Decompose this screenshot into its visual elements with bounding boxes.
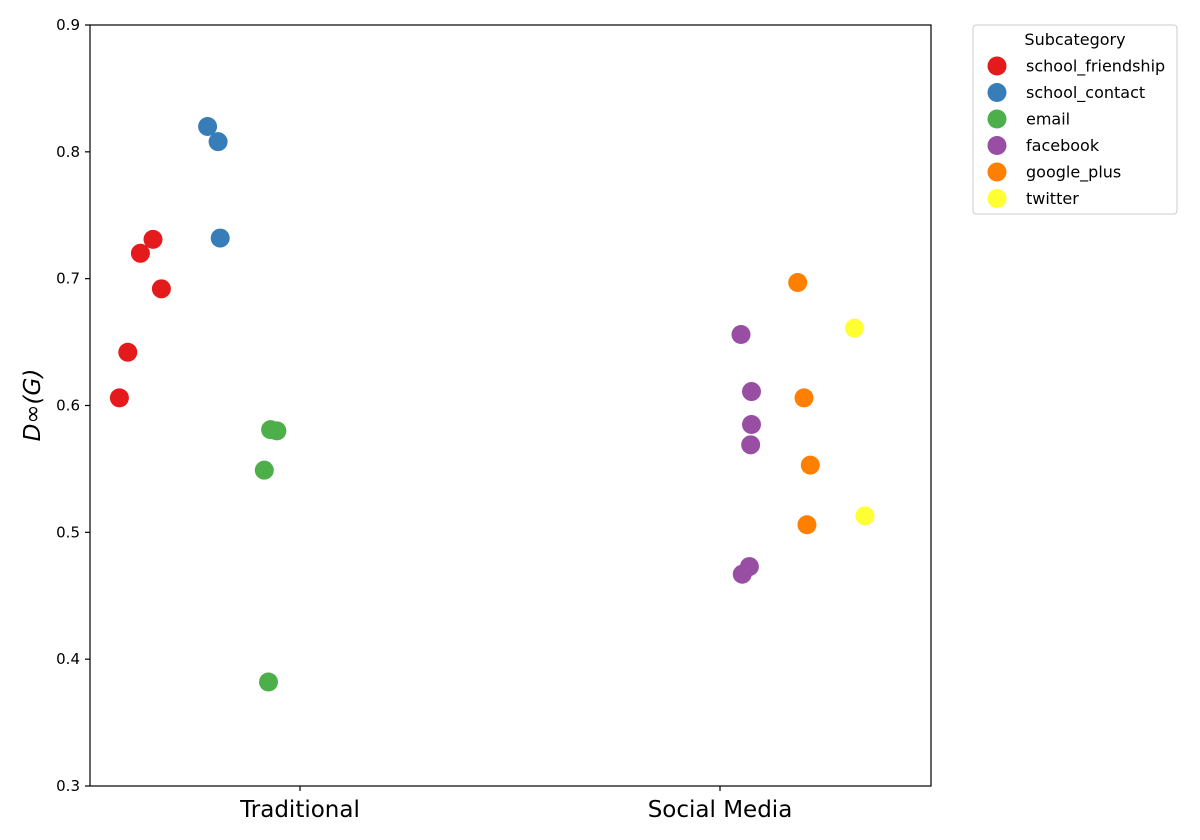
legend-label: school_contact xyxy=(1026,83,1145,103)
legend-marker-google_plus xyxy=(987,162,1007,182)
legend-label: email xyxy=(1026,110,1070,129)
data-point-twitter xyxy=(844,318,864,338)
data-point-email xyxy=(259,672,278,692)
legend-title: Subcategory xyxy=(1024,30,1125,49)
data-point-google_plus xyxy=(788,272,808,292)
plot-background xyxy=(90,25,931,786)
data-point-school_friendship xyxy=(118,342,138,362)
y-tick-label: 0.6 xyxy=(56,397,80,415)
data-point-school_contact xyxy=(210,228,230,248)
y-tick-label: 0.8 xyxy=(56,143,80,161)
legend-label: facebook xyxy=(1026,136,1100,155)
x-axis: Traditional Social Media xyxy=(239,786,792,823)
legend-marker-school_contact xyxy=(987,83,1007,102)
legend-label: school_friendship xyxy=(1026,57,1165,77)
data-point-facebook xyxy=(742,382,761,402)
legend-marker-email xyxy=(987,109,1007,129)
data-point-email xyxy=(267,421,287,441)
y-tick-label: 0.3 xyxy=(56,777,80,795)
data-point-facebook xyxy=(732,564,752,584)
y-tick-label: 0.4 xyxy=(56,650,80,668)
data-point-school_friendship xyxy=(130,243,150,263)
data-point-facebook xyxy=(731,324,751,344)
x-tick-label: Traditional xyxy=(239,797,360,823)
legend-label: google_plus xyxy=(1026,163,1121,183)
data-point-school_friendship xyxy=(151,279,171,299)
legend-frame xyxy=(972,24,1178,215)
legend-marker-school_friendship xyxy=(987,56,1007,76)
legend-label: twitter xyxy=(1026,189,1079,208)
y-axis: 0.3 0.4 0.5 0.6 0.7 0.8 0.9 xyxy=(56,16,90,795)
legend-marker-facebook xyxy=(987,136,1007,155)
data-point-school_friendship xyxy=(109,388,129,408)
data-point-facebook xyxy=(741,435,761,455)
data-point-school_contact xyxy=(198,116,218,136)
data-point-twitter xyxy=(855,506,875,526)
data-point-google_plus xyxy=(797,515,817,535)
data-point-school_contact xyxy=(208,132,228,152)
data-point-facebook xyxy=(742,415,761,435)
legend-marker-twitter xyxy=(987,189,1007,208)
x-tick-label: Social Media xyxy=(648,797,793,823)
y-tick-label: 0.7 xyxy=(56,270,80,288)
data-point-email xyxy=(254,460,274,480)
legend: Subcategory school_friendship school_cont… xyxy=(972,24,1178,215)
data-point-google_plus xyxy=(800,455,820,475)
data-point-school_friendship xyxy=(143,229,163,249)
y-axis-label: D∞(G) xyxy=(20,369,46,442)
points-layer xyxy=(109,116,875,692)
data-point-google_plus xyxy=(794,388,814,408)
y-tick-label: 0.5 xyxy=(56,523,80,541)
y-tick-label: 0.9 xyxy=(56,16,80,34)
